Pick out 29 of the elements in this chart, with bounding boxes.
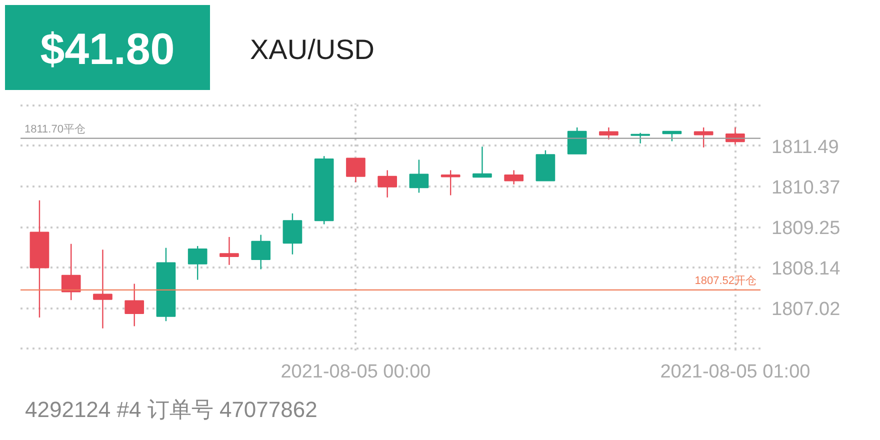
x-tick-label: 2021-08-05 00:00 — [280, 362, 431, 382]
y-tick-label: 1811.49 — [772, 136, 839, 158]
candlestick — [251, 234, 271, 270]
ref-line-label: 1807.52开仓 — [694, 274, 757, 287]
candlestick — [599, 126, 618, 140]
candlestick — [93, 249, 112, 329]
text: 4292124 #4 订单号 47077862 — [25, 396, 318, 424]
chart-title: XAU/USD — [250, 33, 374, 67]
ref-line-label: 1811.70平仓 — [24, 123, 86, 136]
candlestick — [567, 126, 587, 155]
candlestick — [662, 130, 682, 142]
candlestick — [440, 170, 460, 196]
y-tick-label: 1808.14 — [772, 258, 841, 280]
candlestick — [220, 236, 239, 266]
candlestick — [378, 170, 398, 198]
candlestick — [124, 283, 144, 327]
y-tick-label: 1807.02 — [772, 299, 840, 320]
candlestick — [630, 132, 650, 144]
candlestick — [472, 146, 492, 178]
candlestick — [504, 170, 524, 185]
candlestick — [282, 212, 302, 255]
candlestick — [409, 159, 429, 194]
x-tick-label: 2021-08-05 01:00 — [660, 362, 810, 382]
candlestick — [346, 158, 366, 183]
chart-subtitle: $41.80 — [40, 24, 175, 76]
y-tick-label: 1810.37 — [772, 178, 840, 199]
y-tick-label: 1809.25 — [772, 218, 840, 240]
candlestick — [61, 243, 81, 301]
candlestick — [188, 245, 208, 280]
